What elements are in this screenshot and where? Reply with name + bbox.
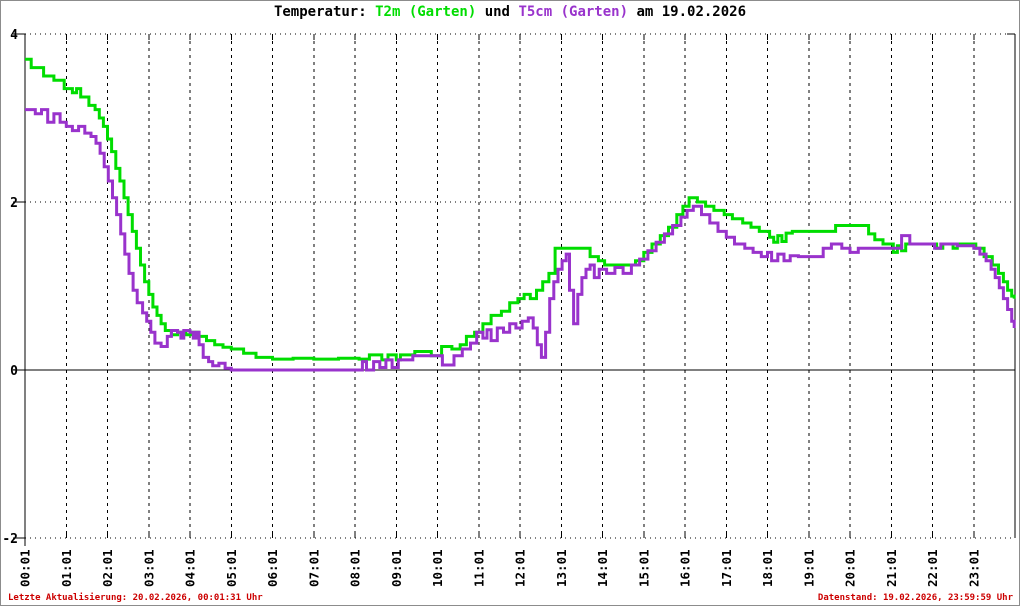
t5cm-line: [25, 108, 1016, 372]
x-tick-label: 08:01: [348, 549, 363, 587]
x-tick-label: 11:01: [471, 549, 486, 587]
x-tick-label: 21:01: [884, 549, 899, 587]
x-tick-label: 04:01: [183, 549, 198, 587]
x-tick-label: 14:01: [595, 549, 610, 587]
chart-title: Temperatur: T2m (Garten) und T5cm (Garte…: [1, 4, 1019, 20]
y-tick-labels: -2 0 2 4: [2, 28, 18, 547]
axes: [13, 33, 1016, 546]
x-tick-label: 13:01: [554, 549, 569, 587]
x-tick-label: 10:01: [430, 549, 445, 587]
x-tick-label: 18:01: [760, 549, 775, 587]
x-tick-label: 16:01: [678, 549, 693, 587]
x-tick-label: 20:01: [843, 549, 858, 587]
x-tick-label: 15:01: [636, 549, 651, 587]
y-tick-label: 2: [10, 196, 18, 211]
grid: [25, 33, 1015, 539]
x-tick-label: 09:01: [389, 549, 404, 587]
x-tick-label: 02:01: [100, 549, 115, 587]
x-tick-label: 07:01: [306, 549, 321, 587]
title-prefix: Temperatur:: [273, 4, 367, 20]
x-tick-label: 05:01: [224, 549, 239, 587]
data-timestamp-text: Datenstand: 19.02.2026, 23:59:59 Uhr: [817, 593, 1013, 603]
t2m-line: [25, 57, 1016, 362]
x-tick-label: 03:01: [141, 549, 156, 587]
last-update-text: Letzte Aktualisierung: 20.02.2026, 00:01…: [8, 593, 263, 603]
x-tick-labels: 00:01 01:01 02:01 03:01 04:01 05:01 06:01 07:01…: [18, 549, 982, 587]
title-conjunction: und: [484, 4, 510, 20]
x-tick-label: 22:01: [925, 549, 940, 587]
x-tick-label: 12:01: [513, 549, 528, 587]
y-tick-label: 0: [10, 364, 18, 379]
title-series1-label: T2m (Garten): [375, 4, 477, 20]
y-tick-label: -2: [2, 532, 18, 547]
x-tick-label: 19:01: [801, 549, 816, 587]
x-tick-label: 17:01: [719, 549, 734, 587]
title-suffix: am 19.02.2026: [636, 4, 747, 20]
x-tick-label: 00:01: [18, 549, 33, 587]
x-tick-label: 23:01: [966, 549, 981, 587]
x-tick-label: 01:01: [59, 549, 74, 587]
y-tick-label: 4: [10, 28, 18, 43]
title-series2-label: T5cm (Garten): [518, 4, 629, 20]
x-tick-label: 06:01: [265, 549, 280, 587]
